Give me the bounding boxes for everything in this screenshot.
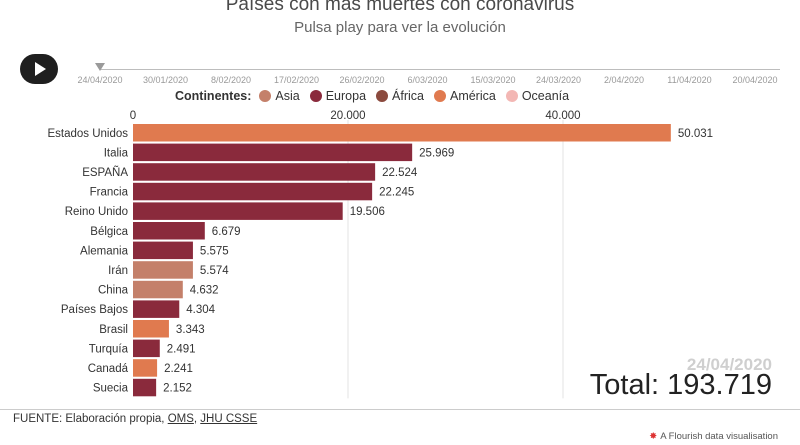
category-label: Alemania — [80, 245, 129, 257]
value-label: 19.506 — [350, 206, 385, 218]
timeline-date-label: 6/03/2020 — [407, 75, 448, 85]
legend: Continentes: Asia Europa África América Ocea… — [175, 89, 579, 103]
timeline-date-label: 17/02/2020 — [273, 75, 320, 85]
bar — [133, 143, 413, 162]
bar — [133, 222, 205, 240]
legend-item[interactable]: Oceanía — [505, 89, 570, 103]
legend-swatch — [259, 90, 272, 102]
timeline-date-label: 24/03/2020 — [535, 75, 582, 85]
value-label: 5.574 — [200, 265, 229, 277]
bar-chart: 0 20.000 40.000 Estados Unidos 50.031 Italia 2… — [47, 110, 713, 399]
value-label: 6.679 — [212, 226, 241, 238]
bar — [133, 320, 169, 338]
play-button[interactable] — [20, 54, 58, 84]
value-label: 22.245 — [379, 187, 414, 199]
flourish-credit[interactable]: ✸ A Flourish data visualisation — [649, 431, 778, 442]
value-label: 2.491 — [167, 343, 196, 355]
timeline-date-label: 20/04/2020 — [732, 75, 778, 85]
bar — [133, 359, 158, 377]
source-separator: , — [193, 413, 201, 425]
value-label: 2.241 — [164, 363, 193, 375]
value-label: 22.524 — [382, 167, 418, 179]
bar — [133, 241, 193, 260]
total-count: Total: 193.719 — [589, 369, 772, 401]
timeline-date-label: 24/04/2020 — [77, 75, 123, 85]
oms-link[interactable]: OMS — [167, 413, 194, 425]
bar — [133, 261, 193, 279]
bar — [133, 182, 373, 201]
legend-label: América — [449, 89, 496, 103]
category-label: China — [98, 285, 129, 297]
value-label: 3.343 — [176, 324, 205, 336]
category-label: Irán — [108, 265, 128, 277]
legend-label: África — [392, 89, 424, 103]
axis-tick-label: 0 — [130, 110, 136, 122]
flourish-credit-text: A Flourish data visualisation — [660, 431, 778, 442]
footer-divider — [0, 409, 800, 410]
category-label: Turquía — [89, 343, 129, 355]
legend-item[interactable]: América — [433, 89, 496, 103]
legend-swatch — [433, 90, 446, 102]
bar — [133, 280, 183, 299]
current-date: 24/04/2020 — [686, 355, 772, 374]
legend-swatch — [309, 90, 322, 102]
timeline-date-label: 2/04/2020 — [603, 75, 645, 85]
source-prefix: FUENTE: Elaboración propia, — [13, 413, 168, 425]
value-label: 4.304 — [186, 304, 215, 316]
axis-tick-label: 40.000 — [545, 110, 580, 122]
category-label: Brasil — [99, 324, 128, 336]
legend-title: Continentes: — [175, 89, 252, 103]
play-icon — [35, 62, 46, 76]
timeline-handle[interactable] — [95, 63, 105, 71]
bar — [133, 378, 157, 397]
bar — [133, 163, 376, 181]
bar — [133, 124, 671, 142]
value-label: 25.969 — [419, 147, 454, 159]
category-label: Suecia — [93, 383, 129, 395]
legend-label: Europa — [325, 89, 367, 103]
category-label: ESPAÑA — [82, 166, 128, 179]
value-label: 5.575 — [200, 245, 229, 257]
timeline-date-label: 26/02/2020 — [339, 75, 385, 85]
timeline-date-label: 15/03/2020 — [470, 75, 516, 85]
chart-subtitle: Pulsa play para ver la evolución — [294, 19, 506, 36]
category-label: Bélgica — [90, 226, 128, 238]
value-label: 4.632 — [190, 285, 219, 297]
legend-swatch — [376, 90, 389, 102]
category-label: Reino Unido — [65, 206, 128, 218]
timeline-track[interactable] — [100, 69, 780, 70]
legend-label: Oceanía — [521, 89, 570, 103]
category-label: Canadá — [88, 363, 129, 375]
category-label: Francia — [90, 187, 129, 199]
source-footer: FUENTE: Elaboración propia, OMS, JHU CSS… — [0, 409, 800, 425]
category-label: Estados Unidos — [47, 128, 128, 140]
value-label: 50.031 — [678, 128, 713, 140]
timeline-date-label: 8/02/2020 — [210, 75, 252, 85]
value-label: 2.152 — [163, 383, 192, 395]
bar — [133, 202, 343, 220]
axis-tick-label: 20.000 — [330, 110, 365, 122]
bar — [133, 300, 180, 318]
jhu-csse-link[interactable]: JHU CSSE — [200, 413, 258, 425]
legend-item[interactable]: África — [376, 89, 424, 103]
bar — [133, 339, 160, 358]
flourish-logo-icon: ✸ — [649, 431, 658, 442]
timeline-date-label: 11/04/2020 — [667, 75, 712, 85]
timeline-slider[interactable]: 24/04/2020 30/01/2020 8/02/2020 17/02/2020 2… — [0, 58, 800, 88]
legend-label: Asia — [275, 89, 300, 103]
category-label: Italia — [104, 147, 129, 159]
legend-swatch — [505, 90, 518, 102]
legend-item[interactable]: Asia — [259, 89, 300, 103]
timeline-date-label: 30/01/2020 — [142, 75, 189, 85]
chart-title: Países con más muertes con coronavirus — [225, 0, 575, 15]
legend-item[interactable]: Europa — [309, 89, 367, 103]
category-label: Países Bajos — [61, 304, 128, 316]
